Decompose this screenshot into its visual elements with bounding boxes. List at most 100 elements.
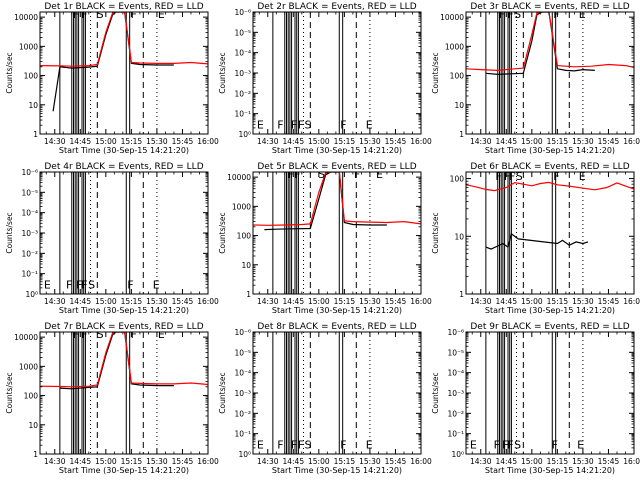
y-tick-label: 10⁻³ xyxy=(447,389,464,398)
interval-marker-label: F xyxy=(298,118,304,131)
y-axis-label: Counts/sec xyxy=(218,52,227,93)
x-tick-label: 15:00 xyxy=(521,457,543,466)
interval-marker-label: E xyxy=(44,278,51,291)
x-tick-label: 15:15 xyxy=(334,137,356,146)
x-tick-label: 15:15 xyxy=(547,457,569,466)
y-tick-label: 1 xyxy=(33,130,38,139)
y-tick-label: 10⁻² xyxy=(21,249,38,258)
x-tick-label: 15:30 xyxy=(572,457,594,466)
x-tick-label: 15:00 xyxy=(308,297,330,306)
x-tick-label: 14:45 xyxy=(495,137,517,146)
axes-frame xyxy=(39,331,209,455)
y-tick-label: 10 xyxy=(28,421,38,430)
interval-marker-label: E xyxy=(579,8,586,21)
x-tick-label: 16:00 xyxy=(410,137,432,146)
y-tick-label: 100 xyxy=(450,72,465,81)
x-tick-label: 14:30 xyxy=(257,297,279,306)
x-tick-label: 15:00 xyxy=(521,297,543,306)
interval-marker-label: F xyxy=(291,118,297,131)
y-tick-label: 10000 xyxy=(14,13,38,22)
y-tick-label: 1 xyxy=(246,290,251,299)
x-tick-label: 14:45 xyxy=(495,457,517,466)
interval-marker-label: F xyxy=(298,438,304,451)
interval-marker-label: F xyxy=(504,170,510,183)
x-tick-label: 14:45 xyxy=(282,297,304,306)
y-tick-label: 10⁻³ xyxy=(234,389,251,398)
x-tick-label: 15:15 xyxy=(547,297,569,306)
y-tick-label: 10⁻⁴ xyxy=(21,209,38,218)
x-tick-label: 15:30 xyxy=(359,137,381,146)
x-tick-label: 15:30 xyxy=(146,297,168,306)
x-tick-label: 14:30 xyxy=(44,297,66,306)
y-axis-label: Counts/sec xyxy=(218,212,227,253)
panel-title: Det 8r BLACK = Events, RED = LLD xyxy=(257,322,416,332)
x-tick-label: 15:00 xyxy=(95,297,117,306)
y-tick-label: 1 xyxy=(459,130,464,139)
interval-marker-label: E xyxy=(257,438,264,451)
interval-marker-label: F xyxy=(81,278,87,291)
interval-marker-label: E xyxy=(470,438,477,451)
x-tick-label: 15:45 xyxy=(598,137,620,146)
interval-marker-label: F xyxy=(553,170,559,183)
y-tick-label: 10 xyxy=(28,101,38,110)
interval-marker-label: E xyxy=(366,118,373,131)
interval-marker-label: F xyxy=(277,118,283,131)
interval-marker-label: F xyxy=(81,328,87,341)
interval-marker-label: F xyxy=(76,278,82,291)
y-tick-label: 10⁻⁵ xyxy=(234,28,251,37)
interval-marker-label: F xyxy=(552,438,558,451)
axes-frame xyxy=(39,11,209,135)
y-tick-label: 10⁻⁵ xyxy=(21,188,38,197)
x-tick-label: 15:45 xyxy=(598,457,620,466)
x-axis-label: Start Time (30-Sep-15 14:21:20) xyxy=(59,466,189,475)
x-tick-label: 15:15 xyxy=(121,457,143,466)
y-tick-label: 1 xyxy=(33,450,38,459)
x-tick-label: 16:00 xyxy=(410,457,432,466)
x-tick-label: 15:45 xyxy=(385,297,407,306)
lld-series-line xyxy=(466,181,634,192)
x-tick-label: 15:30 xyxy=(146,137,168,146)
y-tick-label: 10⁻⁶ xyxy=(234,8,251,17)
y-tick-label: 10⁻¹ xyxy=(234,430,251,439)
x-tick-label: 14:45 xyxy=(282,137,304,146)
interval-marker-label: F xyxy=(294,168,300,181)
y-tick-label: 100 xyxy=(450,175,465,184)
x-tick-label: 15:45 xyxy=(385,137,407,146)
axes-frame xyxy=(252,171,422,295)
y-tick-label: 1000 xyxy=(445,42,464,51)
x-tick-label: 15:45 xyxy=(172,137,194,146)
y-tick-label: 10⁻⁴ xyxy=(447,369,464,378)
x-axis-label: Start Time (30-Sep-15 14:21:20) xyxy=(272,146,402,155)
x-tick-label: 14:45 xyxy=(69,297,91,306)
x-tick-label: 16:00 xyxy=(623,137,640,146)
x-tick-label: 15:00 xyxy=(521,137,543,146)
y-tick-label: 10⁻¹ xyxy=(21,270,38,279)
x-tick-label: 15:30 xyxy=(359,297,381,306)
interval-marker-label: S xyxy=(516,170,523,183)
x-tick-label: 15:15 xyxy=(121,297,143,306)
panel-title: Det 4r BLACK = Events, RED = LLD xyxy=(44,162,203,172)
interval-marker-label: S xyxy=(514,438,521,451)
x-tick-label: 14:30 xyxy=(44,137,66,146)
interval-marker-label: F xyxy=(509,170,515,183)
interval-marker-label: F xyxy=(499,8,505,21)
x-tick-label: 14:45 xyxy=(69,137,91,146)
x-axis-label: Start Time (30-Sep-15 14:21:20) xyxy=(272,466,402,475)
lld-series-line xyxy=(466,12,634,72)
interval-marker-label: S xyxy=(97,328,104,341)
y-tick-label: 10⁻⁶ xyxy=(447,328,464,337)
y-tick-label: 10000 xyxy=(440,13,464,22)
y-tick-label: 1000 xyxy=(19,42,38,51)
